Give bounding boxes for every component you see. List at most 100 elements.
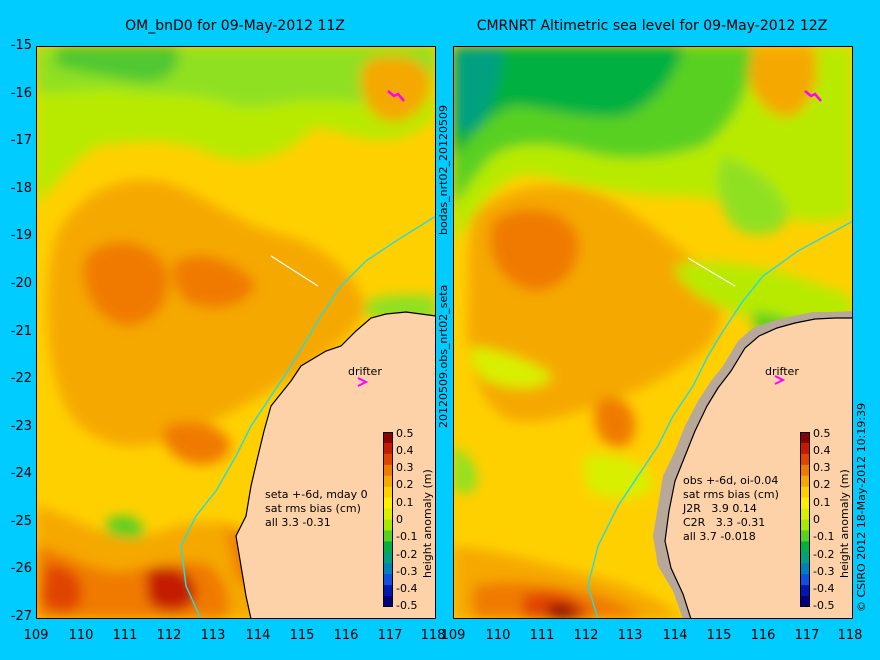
anomaly-band-high: [748, 46, 817, 117]
anomaly-band-peak: [83, 242, 169, 326]
observation-id-label: 20120509.obs_nrt02_seta: [437, 284, 450, 428]
lat-tick: -23: [10, 419, 32, 434]
lon-tick: 110: [68, 628, 94, 643]
colorbar-segment: [800, 530, 810, 542]
colorbar-frame: [800, 432, 810, 607]
colorbar-tick: -0.3: [396, 565, 418, 578]
satellite-track: [687, 257, 736, 287]
colorbar-segment: [383, 453, 393, 466]
lon-tick: 115: [706, 628, 732, 643]
anomaly-band-low: [453, 446, 477, 494]
colorbar-tick: 0.5: [813, 427, 831, 440]
lon-tick: 111: [529, 628, 555, 643]
lon-tick: 110: [485, 628, 511, 643]
left-drifter-label: drifter: [348, 365, 382, 378]
colorbar-tick: -0.2: [396, 548, 418, 561]
colorbar-tick: -0.5: [396, 599, 418, 612]
colorbar-tick: 0.4: [813, 444, 831, 457]
right-stats-line: obs +-6d, oi-0.04: [683, 474, 779, 487]
right-stats-line: all 3.7 -0.018: [683, 530, 756, 543]
right-stats-line: J2R 3.9 0.14: [683, 502, 757, 515]
left-colorbar-label: height anomaly (m): [421, 469, 434, 578]
colorbar-segment: [800, 508, 810, 520]
left-stats-line: seta +-6d, mday 0: [265, 488, 368, 501]
lon-tick: 116: [333, 628, 359, 643]
colorbar-tick: -0.4: [813, 582, 835, 595]
left-colorbar: [383, 432, 393, 607]
right-drifter-label: drifter: [765, 365, 799, 378]
anomaly-band-low: [471, 346, 553, 388]
drifter-track: [387, 90, 405, 102]
lat-tick: -15: [10, 38, 32, 53]
colorbar-segment: [800, 563, 810, 575]
isobath-line: [180, 215, 436, 619]
colorbar-segment: [800, 453, 810, 466]
anomaly-band-peak: [41, 565, 82, 613]
satellite-track: [270, 255, 319, 287]
colorbar-tick: -0.5: [813, 599, 835, 612]
lat-tick: -17: [10, 133, 32, 148]
colorbar-segment: [800, 464, 810, 477]
colorbar-tick: 0.2: [813, 478, 831, 491]
left-stats-line: all 3.3 -0.31: [265, 516, 331, 529]
lon-tick: 112: [156, 628, 182, 643]
analysis-id-label: bodas_nrt02_20120509: [437, 105, 450, 235]
colorbar-tick: 0.1: [813, 496, 831, 509]
colorbar-segment: [383, 497, 393, 510]
lon-tick: 117: [377, 628, 403, 643]
lon-tick: 116: [750, 628, 776, 643]
colorbar-tick: 0: [396, 513, 403, 526]
right-colorbar: [800, 432, 810, 607]
lon-tick: 109: [440, 628, 466, 643]
right-map-title: CMRNRT Altimetric sea level for 09-May-2…: [476, 18, 828, 34]
colorbar-segment: [383, 541, 393, 553]
lon-tick: 113: [200, 628, 226, 643]
lat-tick: -18: [10, 181, 32, 196]
colorbar-segment: [383, 574, 393, 586]
drifter-mark: [774, 375, 786, 385]
lat-tick: -19: [10, 228, 32, 243]
colorbar-segment: [800, 541, 810, 553]
anomaly-band-peak: [146, 567, 196, 612]
right-colorbar-label: height anomaly (m): [838, 469, 851, 578]
colorbar-segment: [383, 475, 393, 488]
colorbar-segment: [800, 497, 810, 510]
colorbar-tick: -0.3: [813, 565, 835, 578]
colorbar-segment: [383, 486, 393, 499]
lat-tick: -21: [10, 324, 32, 339]
anomaly-band-low: [453, 46, 683, 156]
lat-tick: -27: [10, 609, 32, 624]
colorbar-tick: 0.2: [396, 478, 414, 491]
colorbar-segment: [383, 585, 393, 597]
lon-tick: 118: [837, 628, 863, 643]
anomaly-band-peak: [163, 422, 231, 465]
anomaly-band-low: [717, 156, 788, 235]
right-map: [453, 46, 853, 619]
colorbar-segment: [800, 574, 810, 586]
drifter-track: [804, 90, 822, 102]
anomaly-band-low: [56, 46, 179, 82]
colorbar-segment: [383, 563, 393, 575]
colorbar-segment: [383, 442, 393, 455]
lon-tick: 114: [662, 628, 688, 643]
lat-tick: -20: [10, 276, 32, 291]
colorbar-segment: [383, 552, 393, 564]
left-map-title: OM_bnD0 for 09-May-2012 11Z: [125, 18, 345, 34]
anomaly-band-peak: [490, 209, 579, 291]
map-frame: [36, 46, 436, 619]
colorbar-tick: -0.1: [396, 530, 418, 543]
anomaly-band-low: [453, 46, 503, 132]
lat-tick: -16: [10, 86, 32, 101]
colorbar-segment: [800, 596, 810, 607]
colorbar-tick: -0.2: [813, 548, 835, 561]
lon-tick: 115: [289, 628, 315, 643]
copyright-stamp: © CSIRO 2012 18-May-2012 10:19:39: [855, 402, 868, 612]
colorbar-segment: [800, 552, 810, 564]
colorbar-tick: -0.1: [813, 530, 835, 543]
lat-tick: -22: [10, 371, 32, 386]
colorbar-segment: [800, 475, 810, 488]
lon-tick: 111: [112, 628, 138, 643]
colorbar-segment: [383, 596, 393, 607]
isobath-line: [587, 220, 853, 619]
lon-tick: 109: [23, 628, 49, 643]
